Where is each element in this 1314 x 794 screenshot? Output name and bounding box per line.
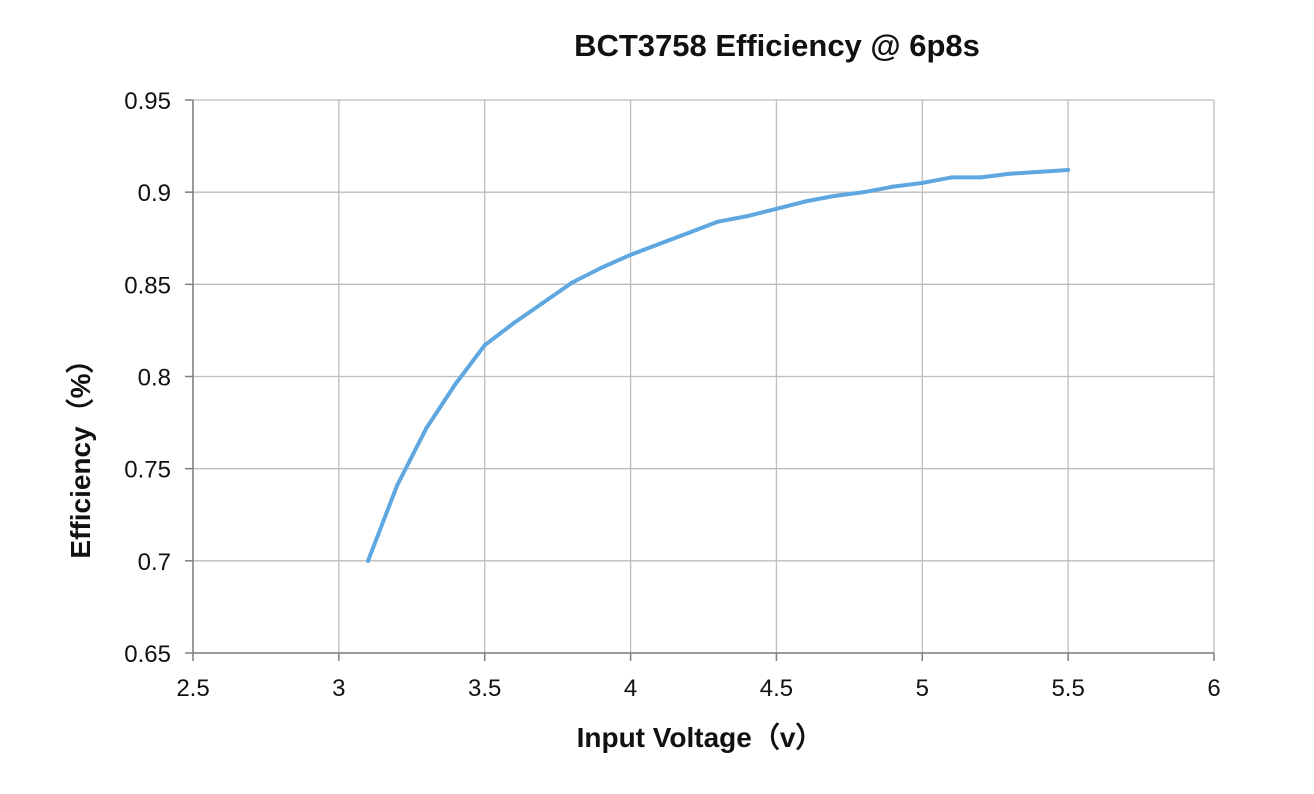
data-point [366, 558, 371, 563]
data-point [395, 483, 400, 488]
data-point [424, 426, 429, 431]
y-tick-label: 0.85 [124, 272, 171, 299]
data-point [686, 230, 691, 235]
data-point [978, 175, 983, 180]
data-point [861, 190, 866, 195]
y-tick-label: 0.65 [124, 641, 171, 668]
y-axis-label: Efficiency（%） [64, 345, 96, 558]
chart-title: BCT3758 Efficiency @ 6p8s [574, 28, 980, 63]
x-tick-label: 4 [624, 675, 637, 702]
x-tick-label: 2.5 [176, 675, 209, 702]
y-tick-label: 0.75 [124, 457, 171, 484]
data-point [628, 252, 633, 257]
tick-labels: 2.5 3 3.5 4 4.5 5 5.5 6 0.95 0.9 0.85 0.8 0.75 0.7 0.6… [124, 88, 1220, 702]
axes [185, 99, 1215, 661]
x-tick-label: 3.5 [468, 675, 501, 702]
y-tick-label: 0.9 [138, 180, 171, 207]
x-tick-label: 5 [916, 675, 929, 702]
grid [192, 99, 1215, 654]
data-point [920, 180, 925, 185]
data-point [774, 206, 779, 211]
x-tick-label: 6 [1207, 675, 1220, 702]
efficiency-series-line [366, 168, 1071, 563]
y-tick-label: 0.95 [124, 88, 171, 115]
data-point [482, 343, 487, 348]
data-point [657, 241, 662, 246]
data-point [570, 280, 575, 285]
data-point [599, 265, 604, 270]
data-point [511, 321, 516, 326]
x-tick-label: 3 [332, 675, 345, 702]
data-point [1007, 171, 1012, 176]
series-group [366, 168, 1071, 563]
data-point [1066, 168, 1071, 173]
data-point [949, 175, 954, 180]
x-tick-label: 5.5 [1051, 675, 1084, 702]
data-point [832, 193, 837, 198]
data-point [716, 219, 721, 224]
data-point [803, 199, 808, 204]
x-axis-label: Input Voltage（v） [577, 721, 824, 753]
y-tick-label: 0.7 [138, 549, 171, 576]
data-point [453, 381, 458, 386]
data-point [1036, 169, 1041, 174]
y-tick-label: 0.8 [138, 365, 171, 392]
data-point [891, 184, 896, 189]
data-point [745, 214, 750, 219]
data-point [541, 300, 546, 305]
x-tick-label: 4.5 [760, 675, 793, 702]
